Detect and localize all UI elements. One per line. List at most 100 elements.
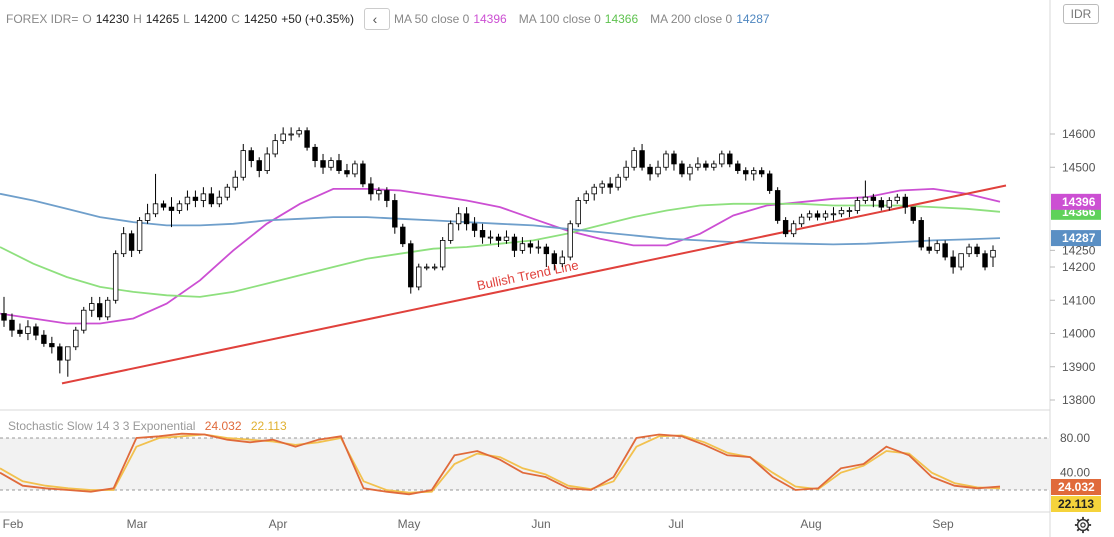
candle [655, 160, 661, 178]
candle [878, 197, 885, 211]
moving-averages [0, 187, 1001, 325]
candle [926, 237, 932, 254]
candle [583, 190, 589, 204]
osc-badge [1051, 479, 1101, 495]
candle [806, 210, 813, 221]
candle [320, 153, 326, 174]
candle [782, 217, 789, 238]
candle [615, 173, 621, 191]
candle [870, 193, 877, 208]
month-label: Feb [3, 517, 24, 531]
candle [184, 190, 191, 211]
candle [224, 183, 231, 201]
close-value: 14250 [243, 12, 278, 26]
candle [240, 143, 246, 181]
candle [208, 187, 215, 208]
candle [49, 336, 55, 354]
candle [368, 177, 374, 201]
stochastic-band [0, 437, 1050, 491]
chevron-left-icon: ‹ [372, 11, 378, 27]
candle [41, 330, 47, 347]
month-label: Aug [800, 517, 821, 531]
candle [33, 323, 39, 341]
candle [25, 320, 31, 341]
candle [886, 197, 893, 211]
ma100-label: MA 100 close 0 [518, 12, 601, 26]
candle [735, 160, 741, 174]
candle [703, 160, 709, 171]
candle [551, 250, 558, 271]
candle [751, 167, 757, 181]
open-label: O [82, 12, 92, 26]
candle [104, 296, 111, 321]
candle [567, 220, 573, 261]
candle [599, 180, 605, 194]
month-label: Sep [932, 517, 954, 531]
high-label: H [133, 12, 142, 26]
trend-line-group: Bullish Trend Line [61, 184, 1007, 385]
ma200-value: 14287 [736, 12, 770, 26]
stoch-k-line [0, 432, 1001, 496]
candle [671, 150, 677, 171]
candle [336, 153, 342, 174]
candle [144, 203, 151, 224]
candle [575, 197, 581, 228]
candle [623, 160, 629, 181]
close-label: C [231, 12, 240, 26]
candle [463, 207, 470, 231]
candle [479, 223, 486, 244]
price-tick-label: 14100 [1062, 293, 1096, 307]
candle [57, 343, 63, 374]
gear-icon[interactable] [1074, 516, 1092, 534]
candle [846, 207, 853, 218]
candle [248, 147, 254, 168]
low-label: L [183, 12, 190, 26]
candle [65, 346, 71, 377]
ma-line [0, 202, 1001, 298]
candles [1, 127, 996, 377]
osc-badge-label: 24.032 [1058, 480, 1095, 494]
osc-tick-label: 40.00 [1060, 466, 1090, 480]
candle [854, 197, 861, 214]
price-tick-label: 14200 [1062, 260, 1096, 274]
candle [136, 217, 143, 254]
candle [160, 200, 167, 211]
candle [487, 230, 494, 244]
candle [400, 223, 406, 248]
osc-badge-label: 22.113 [1058, 497, 1094, 511]
oscillator-label: Stochastic Slow 14 3 3 Exponential [8, 419, 196, 433]
price-badge-label: 14287 [1062, 231, 1096, 245]
candle [89, 296, 95, 317]
candle [495, 233, 502, 248]
candle [695, 157, 701, 171]
month-label: Apr [269, 517, 288, 531]
candle [543, 243, 550, 267]
candle [902, 193, 908, 214]
trend-line [61, 184, 1007, 385]
collapse-button[interactable]: ‹ [363, 8, 390, 30]
candle [679, 160, 685, 178]
price-badge [1051, 230, 1101, 247]
candle [990, 245, 996, 267]
candle [455, 207, 462, 231]
price-badge [1051, 193, 1101, 210]
candle [408, 240, 414, 294]
candle [360, 160, 366, 188]
candle [759, 167, 765, 178]
candle [559, 250, 566, 267]
candle [288, 127, 294, 141]
candle [974, 243, 980, 258]
candle [384, 187, 390, 208]
candle [200, 187, 207, 208]
candle [838, 207, 845, 218]
candle [527, 240, 534, 254]
candle [982, 250, 988, 271]
currency-button[interactable]: IDR [1063, 4, 1099, 24]
oscillator-header: Stochastic Slow 14 3 3 Exponential 24.03… [8, 419, 287, 433]
ma-line [0, 192, 1001, 246]
candle [392, 193, 398, 234]
chart-header: FOREX IDR= O 14230 H 14265 L 14200 C 14250 +… [6, 8, 774, 30]
open-value: 14230 [95, 12, 130, 26]
candle [918, 217, 924, 251]
